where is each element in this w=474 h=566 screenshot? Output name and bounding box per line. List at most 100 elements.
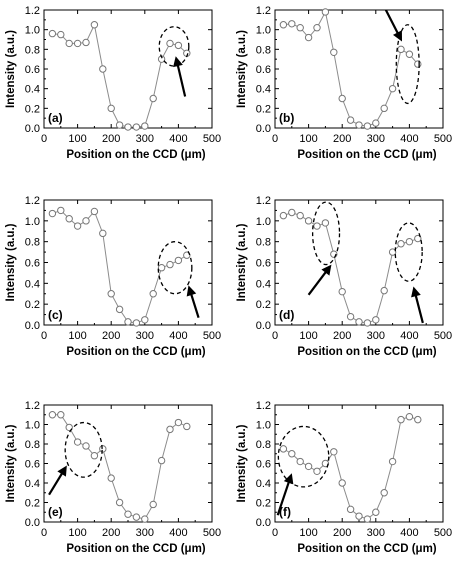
data-point — [321, 8, 330, 16]
data-point — [57, 30, 65, 39]
data-point — [397, 415, 405, 424]
arrow-shaft — [414, 293, 424, 324]
y-tick-label: 0.2 — [25, 498, 40, 510]
y-tick-label: 0.2 — [25, 299, 40, 311]
y-tick-label: 1.0 — [256, 420, 271, 432]
x-tick-label: 500 — [203, 527, 221, 539]
y-tick-label: 1.2 — [25, 195, 40, 207]
x-axis-label: Position on the CCD (μm) — [297, 346, 436, 358]
x-tick-label: 200 — [333, 330, 351, 342]
y-tick-label: 0.8 — [25, 439, 40, 451]
series-line — [283, 416, 418, 520]
data-point — [157, 456, 166, 465]
panel-label: (c) — [48, 308, 63, 322]
data-point — [405, 237, 414, 246]
data-point — [346, 505, 355, 514]
x-tick-label: 200 — [333, 527, 351, 539]
x-tick-label: 100 — [68, 133, 86, 145]
y-tick-label: 0.4 — [256, 478, 271, 490]
data-point — [73, 39, 82, 48]
data-point — [363, 122, 372, 130]
x-tick-label: 400 — [400, 330, 418, 342]
x-tick-label: 0 — [41, 330, 47, 342]
data-point — [107, 104, 115, 113]
data-point — [82, 217, 90, 225]
panel-b: 0 100 200 300 400 500 0.0 0.2 0.4 0.6 0.8 1.0 1.2 Pos… — [236, 5, 452, 161]
x-tick-label: 200 — [102, 527, 120, 539]
x-tick-label: 500 — [203, 330, 221, 342]
arrow-head — [186, 285, 197, 297]
data-point — [388, 84, 397, 93]
x-tick-label: 300 — [136, 527, 154, 539]
y-tick-label: 1.2 — [256, 400, 271, 412]
data-point — [124, 123, 132, 131]
data-point — [279, 21, 288, 29]
y-tick-label: 0.4 — [25, 278, 40, 290]
arrow-shaft — [176, 63, 187, 97]
y-tick-label: 0.0 — [256, 320, 271, 332]
highlight-ellipse — [311, 201, 341, 266]
data-point — [90, 21, 99, 29]
arrow-head — [283, 473, 294, 485]
data-point — [338, 94, 346, 103]
y-tick-label: 0.8 — [25, 237, 40, 249]
data-point — [304, 33, 313, 42]
data-point — [372, 508, 380, 516]
series-line — [283, 211, 418, 324]
data-point — [338, 479, 346, 487]
y-tick-label: 0.8 — [256, 44, 271, 56]
data-point — [124, 318, 132, 326]
data-point — [372, 316, 380, 324]
data-point — [313, 24, 321, 32]
panel-f: 0 100 200 300 400 500 0.0 0.2 0.4 0.6 0.8 1.0 1.2 Pos… — [236, 400, 452, 555]
highlight-ellipse — [157, 241, 193, 295]
panel-label: (f) — [279, 505, 291, 519]
data-point — [397, 240, 405, 248]
y-tick-label: 0.2 — [256, 299, 271, 311]
highlight-ellipse — [158, 26, 190, 67]
data-point — [115, 121, 124, 129]
x-tick-label: 200 — [333, 133, 351, 145]
data-point — [321, 219, 330, 227]
x-tick-label: 0 — [272, 330, 278, 342]
data-point — [65, 423, 73, 432]
data-point — [380, 286, 388, 295]
panel-d: 0 100 200 300 400 500 0.0 0.2 0.4 0.6 0.8 1.0 1.2 Pos… — [236, 195, 452, 358]
x-tick-label: 500 — [434, 330, 452, 342]
x-tick-label: 400 — [169, 330, 187, 342]
data-point — [141, 515, 149, 523]
data-point — [115, 498, 124, 507]
x-tick-label: 300 — [136, 330, 154, 342]
data-point — [115, 305, 124, 314]
panel-a: 0 100 200 300 400 500 0.0 0.2 0.4 0.6 0.8 1.0 1.2 Pos… — [5, 5, 221, 161]
x-tick-label: 100 — [299, 133, 317, 145]
data-point — [355, 512, 363, 520]
data-point — [99, 65, 107, 73]
y-tick-label: 1.2 — [25, 400, 40, 412]
x-tick-label: 200 — [102, 330, 120, 342]
data-point — [313, 222, 321, 230]
x-tick-label: 500 — [434, 133, 452, 145]
data-point — [132, 319, 141, 327]
y-tick-label: 1.0 — [256, 216, 271, 228]
x-tick-label: 300 — [136, 133, 154, 145]
y-tick-label: 0.0 — [25, 320, 40, 332]
data-point — [405, 50, 414, 58]
data-point — [141, 122, 149, 130]
y-tick-label: 0.8 — [256, 439, 271, 451]
data-point — [48, 29, 57, 38]
data-point — [346, 116, 355, 124]
data-point — [380, 489, 388, 497]
y-tick-label: 0.4 — [256, 84, 271, 96]
x-tick-label: 500 — [203, 133, 221, 145]
data-point — [363, 319, 372, 327]
data-point — [107, 474, 115, 482]
data-point — [57, 411, 65, 419]
data-point — [73, 222, 82, 230]
y-axis-label: Intensity (a.u.) — [236, 223, 248, 301]
data-point — [174, 418, 183, 427]
x-tick-label: 400 — [169, 527, 187, 539]
y-tick-label: 0.4 — [25, 84, 40, 96]
data-point — [132, 513, 141, 521]
y-tick-label: 0.8 — [256, 237, 271, 249]
